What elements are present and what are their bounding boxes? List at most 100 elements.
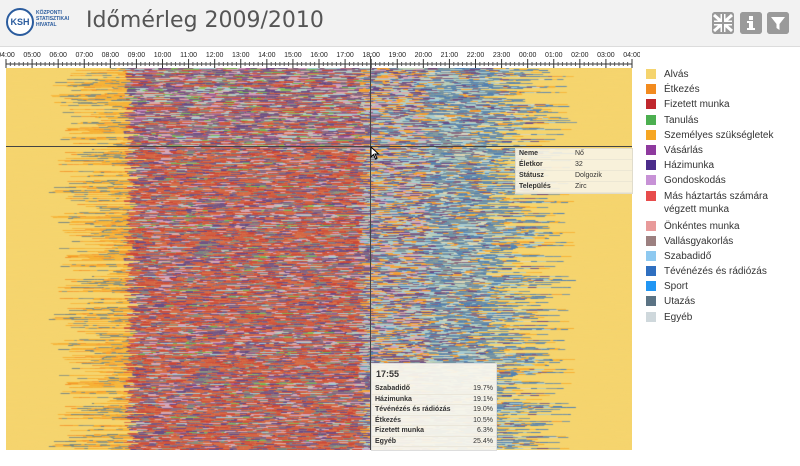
legend-swatch [646,69,656,79]
legend-label: Sport [664,281,688,293]
crosshair-vertical [370,56,371,450]
legend-swatch [646,84,656,95]
logo-line: KÖZPONTI [36,10,62,16]
ksh-logo[interactable]: KSH KÖZPONTI STATISZTIKAI HIVATAL [6,7,76,39]
tooltip-activity: Házimunka [375,395,412,403]
legend-item[interactable]: Tévénézés és rádiózás [646,263,800,278]
legend-item[interactable]: Vallásgyakorlás [646,233,800,248]
legend-swatch [646,175,656,186]
tooltip-key: Státusz [519,172,544,179]
tooltip-row: Egyéb 25.4% [372,437,496,447]
tooltip-row: Település Zirc [516,182,632,193]
axis-tick-label: 21:00 [441,52,459,59]
axis-tick-label: 15:00 [284,52,302,59]
legend-label: Szabadidő [664,250,712,262]
legend-swatch [646,311,656,322]
axis-tick-label: 08:00 [102,52,120,59]
legend-swatch [646,250,656,261]
legend-item[interactable]: Utazás [646,293,800,308]
respondent-tooltip: Neme Nő Életkor 32 Státusz Dolgozik Települ… [515,148,633,194]
axis-tick-label: 12:00 [206,52,224,59]
axis-tick-label: 02:00 [571,52,589,59]
legend-swatch [646,190,656,201]
tooltip-percent: 10.5% [473,416,493,424]
axis-tick-label: 19:00 [388,52,406,59]
legend-item[interactable]: Étkezés [646,81,800,96]
tooltip-percent: 25.4% [473,437,493,445]
info-button[interactable] [740,12,762,34]
legend-label: Házimunka [664,160,715,172]
axis-tick-label: 18:00 [362,52,380,59]
legend-label: Más háztartás számára végzett munka [664,190,768,215]
legend-label: Vallásgyakorlás [664,235,734,247]
page-title: Időmérleg 2009/2010 [86,8,324,33]
tooltip-row: Életkor 32 [516,160,632,171]
tooltip-row: Neme Nő [516,149,632,160]
tooltip-value: Dolgozik [575,172,602,179]
legend-item[interactable]: Alvás [646,66,800,81]
filter-button[interactable] [767,12,789,34]
logo-line: STATISZTIKAI [36,16,70,22]
axis-tick-label: 04:00 [623,52,640,59]
axis-tick-label: 09:00 [128,52,146,59]
tooltip-percent: 6.3% [477,427,493,434]
tooltip-row: Házimunka 19.1% [372,395,496,405]
legend-item[interactable]: Fizetett munka [646,96,800,111]
tooltip-activity: Tévénézés és rádiózás [375,406,451,413]
legend-label: Egyéb [664,311,693,323]
filter-icon [767,12,789,34]
legend-item[interactable]: Tanulás [646,112,800,127]
legend-item[interactable]: Önkéntes munka [646,218,800,233]
legend-swatch [646,144,656,155]
legend-item[interactable]: Szabadidő [646,248,800,263]
tooltip-row: Tévénézés és rádiózás 19.0% [372,405,496,416]
legend-item[interactable]: Házimunka [646,157,800,172]
legend-swatch [646,114,656,125]
tooltip-activity: Szabadidő [375,385,411,392]
legend-item[interactable]: Vásárlás [646,142,800,157]
language-button[interactable] [712,12,734,34]
logo-abbrev: KSH [10,17,30,27]
legend-label: Személyes szükségletek [664,129,774,141]
tooltip-row: Étkezés 10.5% [372,416,496,426]
legend-swatch [646,129,656,140]
tooltip-activity: Egyéb [375,437,397,445]
axis-tick-label: 03:00 [597,52,615,59]
legend-label: Vásárlás [664,144,703,156]
tooltip-row: Státusz Dolgozik [516,171,632,182]
legend-swatch [646,266,656,277]
legend-item[interactable]: Más háztartás számára végzett munka [646,188,800,218]
axis-tick-label: 06:00 [49,52,67,59]
tooltip-activity: Étkezés [375,416,402,424]
legend-item[interactable]: Személyes szükségletek [646,127,800,142]
uk-flag-icon [712,12,734,34]
legend-item[interactable]: Egyéb [646,309,800,324]
axis-tick-label: 05:00 [23,52,41,59]
logo-emblem: KSH [6,8,34,36]
legend-label: Utazás [664,296,696,308]
tooltip-value: Zirc [575,183,587,190]
axis-tick-label: 07:00 [75,52,93,59]
tooltip-percent: 19.7% [473,385,493,392]
info-icon [740,12,762,34]
time-use-heatmap[interactable] [6,68,632,450]
header-bar: KSH KÖZPONTI STATISZTIKAI HIVATAL Időmér… [0,0,800,47]
axis-tick-label: 14:00 [258,52,276,59]
tooltip-key: Település [519,183,551,190]
legend-label: Gondoskodás [664,175,726,187]
legend-item[interactable]: Sport [646,278,800,293]
axis-tick-label: 17:00 [336,52,354,59]
mouse-cursor-icon [370,146,380,160]
tooltip-row: Fizetett munka 6.3% [372,426,496,437]
legend-swatch [646,281,656,292]
axis-tick-label: 01:00 [545,52,563,59]
legend-swatch [646,160,656,171]
time-axis: 04:00 05:00 06:00 07:00 08:00 09:00 10:00 11:00… [0,52,640,68]
tooltip-percent: 19.0% [473,406,493,413]
axis-tick-label: 22:00 [467,52,485,59]
legend-label: Tévénézés és rádiózás [664,266,767,278]
tooltip-value: Nő [575,150,584,157]
legend-item[interactable]: Gondoskodás [646,172,800,187]
legend-swatch [646,220,656,231]
crosshair-horizontal [6,146,632,147]
